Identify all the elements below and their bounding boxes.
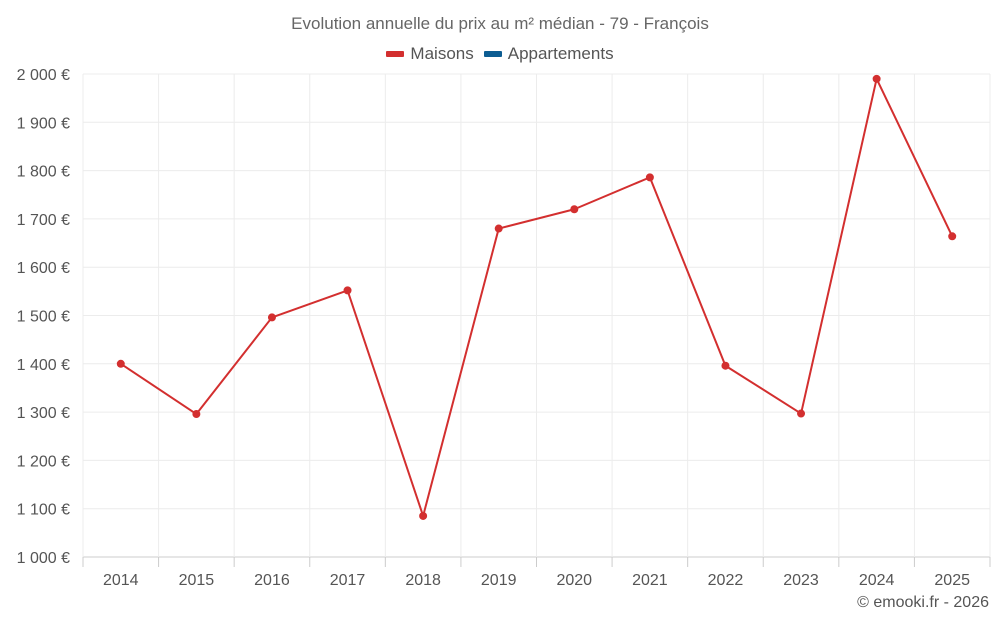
legend-label-maisons: Maisons xyxy=(410,44,474,63)
y-tick-label: 1 000 € xyxy=(17,550,70,567)
legend-label-appartements: Appartements xyxy=(507,44,614,63)
x-tick-label: 2019 xyxy=(481,572,517,589)
x-tick-label: 2022 xyxy=(708,572,744,589)
x-tick-label: 2018 xyxy=(405,572,441,589)
y-tick-label: 1 400 € xyxy=(17,357,70,374)
y-tick-label: 1 800 € xyxy=(17,164,70,181)
data-point xyxy=(267,313,276,322)
x-tick-label: 2020 xyxy=(556,572,592,589)
chart-title: Evolution annuelle du prix au m² médian … xyxy=(291,14,709,33)
legend: Maisons Appartements xyxy=(0,44,1000,64)
y-tick-label: 1 900 € xyxy=(17,115,70,132)
data-point xyxy=(419,511,428,520)
data-point xyxy=(948,232,957,241)
series-line-maisons xyxy=(120,77,954,517)
x-tick-label: 2014 xyxy=(103,572,139,589)
legend-item-maisons[interactable]: Maisons xyxy=(386,44,474,64)
data-point xyxy=(721,361,730,370)
x-tick-label: 2021 xyxy=(632,572,668,589)
y-tick-label: 1 700 € xyxy=(17,212,70,229)
y-tick-label: 1 300 € xyxy=(17,405,70,422)
x-tick-label: 2025 xyxy=(934,572,970,589)
data-point xyxy=(797,409,806,418)
legend-swatch-maisons xyxy=(386,51,405,57)
y-tick-label: 1 200 € xyxy=(17,453,70,470)
data-point xyxy=(116,359,125,368)
legend-item-appartements[interactable]: Appartements xyxy=(483,44,614,64)
legend-swatch-appartements xyxy=(483,51,502,57)
data-point xyxy=(872,74,881,83)
copyright-text: © emooki.fr - 2026 xyxy=(857,594,989,611)
data-point xyxy=(645,173,654,182)
x-tick-label: 2023 xyxy=(783,572,819,589)
y-tick-label: 1 500 € xyxy=(17,309,70,326)
data-point xyxy=(494,224,503,233)
data-point xyxy=(192,410,201,419)
data-point xyxy=(570,205,579,214)
data-point xyxy=(343,286,352,295)
y-tick-label: 2 000 € xyxy=(17,67,70,84)
x-tick-label: 2015 xyxy=(179,572,215,589)
y-tick-label: 1 100 € xyxy=(17,502,70,519)
y-tick-label: 1 600 € xyxy=(17,260,70,277)
x-tick-label: 2016 xyxy=(254,572,290,589)
x-tick-label: 2017 xyxy=(330,572,366,589)
x-tick-label: 2024 xyxy=(859,572,895,589)
